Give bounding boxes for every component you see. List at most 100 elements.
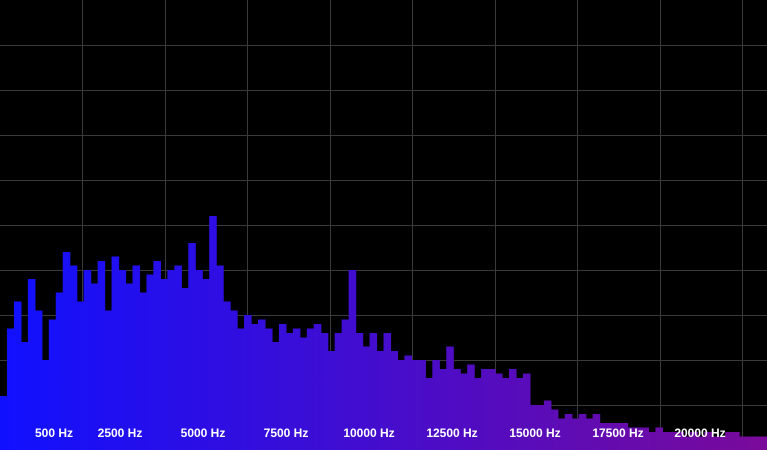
spectrum-bars: [0, 216, 767, 450]
spectrum-bar: [606, 423, 615, 450]
frequency-label: 500 Hz: [35, 426, 73, 440]
spectrum-bar: [732, 432, 740, 450]
spectrum-bar: [132, 265, 141, 450]
spectrum-bar: [320, 333, 329, 450]
spectrum-bar: [313, 324, 322, 450]
spectrum-bar: [495, 373, 503, 450]
spectrum-bar: [285, 333, 294, 450]
spectrum-bar: [139, 292, 148, 450]
spectrum-bar: [278, 324, 287, 450]
spectrum-bar: [718, 436, 726, 450]
spectrum-bar: [327, 351, 336, 450]
frequency-label: 15000 Hz: [509, 426, 560, 440]
spectrum-bar: [432, 360, 440, 450]
spectrum-bar: [118, 270, 127, 450]
spectrum-bar: [627, 427, 636, 450]
spectrum-bar: [446, 346, 454, 450]
spectrum-bar: [467, 364, 475, 450]
spectrum-bar: [202, 279, 210, 450]
spectrum-bar: [383, 333, 392, 450]
spectrum-bar: [271, 342, 280, 450]
spectrum-bar: [683, 436, 691, 450]
spectrum-bar: [376, 351, 385, 450]
spectrum-bar: [223, 301, 231, 450]
spectrum-bar: [571, 418, 580, 450]
spectrum-bar: [41, 360, 50, 450]
spectrum-bar: [153, 261, 161, 450]
spectrum-bar: [529, 405, 538, 450]
spectrum-bar: [13, 301, 22, 450]
spectrum-bar: [104, 310, 113, 450]
spectrum-bar: [34, 310, 43, 450]
spectrum-bar: [725, 432, 733, 450]
spectrum-bar: [411, 360, 419, 450]
spectrum-bar: [6, 328, 15, 450]
spectrum-bar: [390, 351, 399, 450]
spectrum-bar: [111, 256, 120, 450]
spectrum-bar: [474, 378, 482, 450]
frequency-label: 12500 Hz: [426, 426, 477, 440]
spectrum-bar: [397, 360, 406, 450]
spectrum-bar: [0, 396, 8, 450]
spectrum-bar: [209, 216, 217, 450]
frequency-label: 20000 Hz: [674, 426, 725, 440]
spectrum-bar: [536, 405, 545, 450]
spectrum-bar: [306, 328, 315, 450]
spectrum-bar: [648, 432, 657, 450]
spectrum-bar: [522, 373, 531, 450]
spectrum-bar: [264, 328, 273, 450]
spectrum-bar: [299, 337, 308, 450]
spectrum-bar: [578, 414, 587, 450]
spectrum-bar: [62, 252, 71, 450]
frequency-label: 5000 Hz: [181, 426, 226, 440]
spectrum-bar: [230, 310, 238, 450]
spectrum-bar: [760, 436, 767, 450]
frequency-label: 17500 Hz: [592, 426, 643, 440]
spectrum-bar: [167, 270, 175, 450]
spectrum-bar: [76, 301, 85, 450]
spectrum-bar: [334, 333, 343, 450]
spectrum-bar: [257, 319, 266, 450]
spectrum-bar: [237, 328, 245, 450]
frequency-labels: 500 Hz 2500 Hz 5000 Hz 7500 Hz 10000 Hz 12500…: [35, 426, 726, 440]
spectrum-bar: [216, 265, 224, 450]
spectrum-bar: [439, 369, 447, 450]
spectrum-bar: [425, 378, 433, 450]
frequency-label: 10000 Hz: [343, 426, 394, 440]
spectrum-bar: [669, 432, 677, 450]
spectrum-bar: [97, 261, 106, 450]
frequency-label: 2500 Hz: [98, 426, 143, 440]
spectrum-bar: [585, 418, 594, 450]
spectrum-bar: [90, 283, 99, 450]
spectrum-bar: [20, 342, 29, 450]
spectrum-bar: [355, 333, 364, 450]
spectrum-bar: [739, 436, 747, 450]
spectrum-bar: [592, 414, 601, 450]
spectrum-bar: [502, 378, 510, 450]
spectrum-bar: [174, 265, 182, 450]
spectrum-bar: [146, 274, 154, 450]
spectrum-bar: [160, 279, 168, 450]
spectrum-bar: [244, 315, 252, 450]
spectrum-bar: [27, 279, 36, 450]
spectrum-bar: [676, 432, 684, 450]
spectrum-bar: [369, 333, 378, 450]
spectrum-bar: [348, 270, 357, 450]
spectrum-bar: [404, 355, 412, 450]
spectrum-bar: [48, 319, 57, 450]
spectrum-bar: [453, 369, 461, 450]
spectrum-bar: [613, 423, 622, 450]
spectrum-bar: [634, 427, 643, 450]
spectrum-bar: [704, 432, 712, 450]
spectrum-bar: [125, 283, 134, 450]
spectrum-bar: [662, 432, 670, 450]
spectrum-bar: [543, 400, 552, 450]
spectrum-bar: [550, 409, 559, 450]
spectrum-bar: [515, 378, 524, 450]
spectrum-bar: [341, 319, 350, 450]
spectrum-bar: [620, 423, 629, 450]
spectrum-bar: [564, 414, 573, 450]
spectrum-bar: [711, 436, 719, 450]
spectrum-bar: [460, 373, 468, 450]
